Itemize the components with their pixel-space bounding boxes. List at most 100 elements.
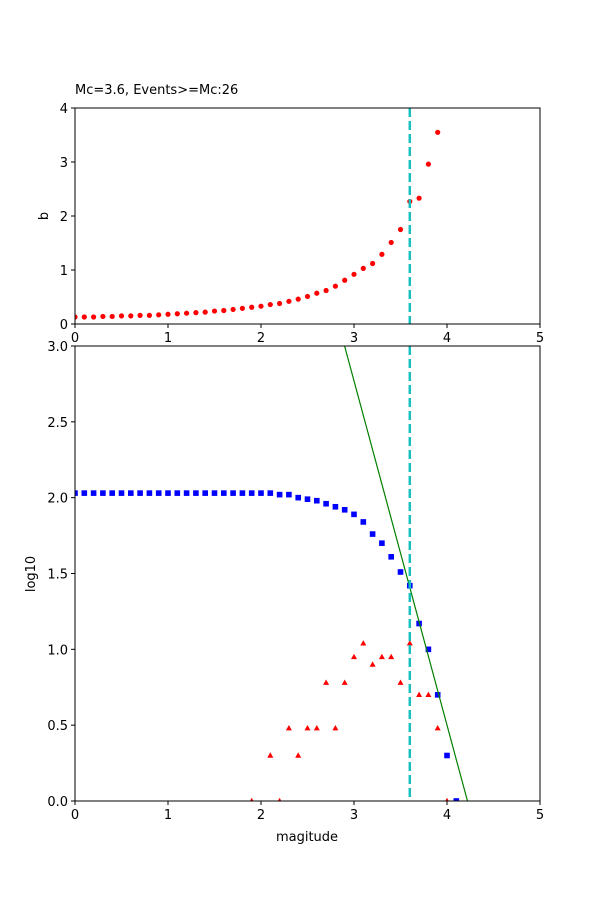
x-tick-label: 2 bbox=[257, 331, 265, 346]
noncumulative-point bbox=[434, 725, 441, 731]
cumulative-point bbox=[202, 490, 208, 496]
b-value-point bbox=[342, 277, 348, 283]
b-value-point bbox=[295, 296, 301, 302]
b-value-point bbox=[128, 313, 134, 319]
cumulative-point bbox=[137, 490, 143, 496]
cumulative-point bbox=[174, 490, 181, 496]
cumulative-point bbox=[379, 540, 385, 546]
y-tick-label: 0 bbox=[60, 318, 68, 333]
cumulative-point bbox=[165, 490, 171, 496]
cumulative-point bbox=[118, 490, 125, 496]
y-tick-label: 0.0 bbox=[47, 795, 68, 810]
cumulative-point bbox=[100, 490, 106, 496]
b-value-point bbox=[435, 129, 441, 135]
noncumulative-point bbox=[285, 725, 292, 731]
b-value-point bbox=[230, 306, 236, 313]
b-value-point bbox=[109, 313, 115, 320]
b-value-point bbox=[277, 300, 283, 307]
x-tick-label: 0 bbox=[71, 808, 79, 823]
y-tick-label: 1.5 bbox=[47, 568, 68, 583]
b-value-point bbox=[100, 313, 106, 320]
noncumulative-point bbox=[277, 797, 282, 801]
cumulative-point bbox=[109, 490, 115, 496]
cumulative-point bbox=[128, 490, 134, 496]
cumulative-point bbox=[248, 490, 255, 496]
cumulative-point bbox=[453, 798, 460, 801]
b-value-point bbox=[81, 314, 87, 320]
b-value-point bbox=[146, 312, 152, 318]
chart-title: Mc=3.6, Events>=Mc:26 bbox=[75, 83, 238, 98]
cumulative-point bbox=[425, 646, 432, 653]
cumulative-point bbox=[369, 531, 376, 537]
noncumulative-point bbox=[388, 653, 395, 660]
noncumulative-point bbox=[360, 640, 367, 646]
b-value-point bbox=[388, 239, 394, 246]
b-value-point bbox=[202, 309, 208, 315]
b-value-point bbox=[156, 312, 162, 318]
x-tick-label: 3 bbox=[350, 808, 358, 823]
cumulative-point bbox=[314, 497, 320, 504]
b-value-point bbox=[425, 161, 431, 167]
magnitude-frequency-axes: 0 1 2 3 4 5 0.0 0.5 1.0 1.5 2.0 2.5 3.0 bbox=[47, 340, 544, 823]
cumulative-point bbox=[341, 507, 348, 513]
b-value-point bbox=[118, 313, 125, 319]
cumulative-point bbox=[146, 490, 153, 496]
cumulative-point bbox=[81, 490, 88, 496]
b-value-point bbox=[286, 298, 292, 304]
b-value-point bbox=[249, 304, 255, 310]
x-tick-label: 0 bbox=[71, 331, 79, 346]
b-value-point bbox=[379, 251, 385, 257]
cumulative-point bbox=[155, 490, 162, 496]
cumulative-point bbox=[75, 490, 78, 496]
cumulative-point bbox=[183, 490, 190, 496]
b-value-point bbox=[360, 265, 366, 271]
b-value-point bbox=[304, 293, 311, 300]
cumulative-point bbox=[239, 490, 246, 496]
y-axis-label-log10: log10 bbox=[24, 556, 39, 592]
b-value-point bbox=[91, 314, 97, 320]
plot-area bbox=[75, 346, 469, 801]
noncumulative-point bbox=[378, 653, 385, 660]
noncumulative-point bbox=[351, 653, 357, 660]
b-value-point bbox=[174, 311, 180, 317]
cumulative-point bbox=[90, 490, 97, 496]
noncumulative-point bbox=[445, 797, 449, 801]
x-tick-label: 4 bbox=[443, 808, 451, 823]
noncumulative-point bbox=[397, 679, 404, 685]
cumulative-point bbox=[444, 752, 450, 759]
noncumulative-point bbox=[304, 725, 311, 731]
x-tick-label: 1 bbox=[164, 808, 172, 823]
x-axis-label: magitude bbox=[276, 830, 338, 845]
b-value-point bbox=[239, 305, 245, 311]
y-tick-label: 1 bbox=[60, 264, 68, 279]
fit-line bbox=[343, 346, 469, 801]
noncumulative-point bbox=[267, 752, 274, 758]
y-tick-label: 2 bbox=[60, 210, 68, 225]
cumulative-point bbox=[304, 496, 311, 502]
noncumulative-point bbox=[332, 725, 339, 731]
cumulative-point bbox=[351, 511, 357, 518]
b-value-point bbox=[370, 260, 376, 267]
noncumulative-point bbox=[425, 691, 432, 698]
cumulative-point bbox=[211, 490, 218, 496]
cumulative-point bbox=[332, 503, 339, 510]
cumulative-point bbox=[286, 491, 292, 498]
x-tick-label: 1 bbox=[164, 331, 172, 346]
x-tick-label: 2 bbox=[257, 808, 265, 823]
noncumulative-point bbox=[249, 797, 254, 801]
x-tick-label: 5 bbox=[536, 808, 544, 823]
y-axis-label-b: b bbox=[37, 212, 52, 220]
noncumulative-point bbox=[369, 661, 376, 667]
noncumulative-point bbox=[295, 752, 302, 758]
cumulative-point bbox=[267, 490, 274, 496]
noncumulative-point bbox=[313, 725, 320, 731]
noncumulative-point bbox=[406, 640, 413, 646]
b-value-point bbox=[211, 308, 218, 314]
cumulative-point bbox=[193, 490, 199, 496]
b-value-point bbox=[416, 195, 422, 201]
noncumulative-point bbox=[416, 691, 423, 698]
x-tick-label: 4 bbox=[443, 331, 451, 346]
cumulative-point bbox=[295, 494, 301, 501]
y-tick-label: 0.5 bbox=[47, 719, 68, 734]
